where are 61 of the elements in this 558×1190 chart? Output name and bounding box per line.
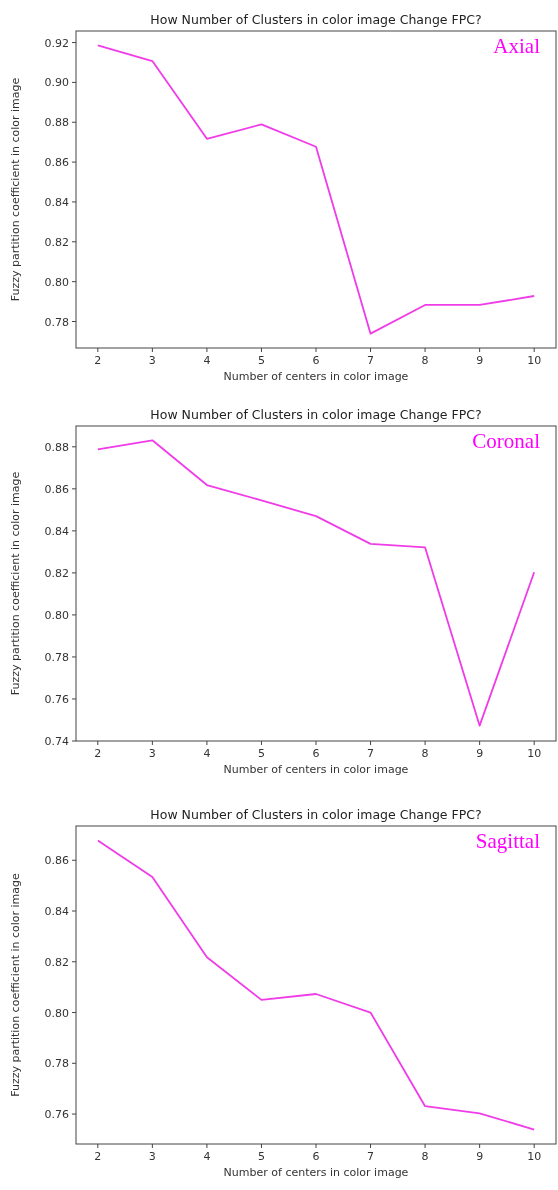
y-axis-title: Fuzzy partition coefficient in color image: [9, 77, 22, 302]
x-tick-label: 8: [421, 747, 429, 760]
y-tick-label: 0.78: [44, 650, 69, 664]
x-tick-label: 8: [421, 354, 429, 367]
x-tick-label: 2: [94, 354, 102, 367]
y-axis-title: Fuzzy partition coefficient in color image: [9, 471, 22, 696]
chart-title: How Number of Clusters in color image Change FPC?: [150, 807, 482, 822]
y-tick-label: 0.78: [44, 315, 69, 329]
x-tick-label: 10: [527, 1150, 542, 1163]
x-tick-label: 3: [148, 354, 156, 367]
chart-title: How Number of Clusters in color image Change FPC?: [150, 407, 482, 422]
y-tick-label: 0.76: [44, 1108, 69, 1122]
y-tick-label: 0.86: [44, 156, 69, 170]
annotation: Sagittal: [475, 829, 541, 853]
y-tick-label: 0.82: [44, 566, 69, 580]
x-tick-label: 2: [94, 747, 102, 760]
y-tick-label: 0.84: [44, 905, 69, 919]
x-tick-label: 7: [367, 747, 375, 760]
y-tick-label: 0.92: [44, 36, 69, 50]
y-tick-label: 0.80: [44, 608, 69, 622]
x-tick-label: 8: [421, 1150, 429, 1163]
y-tick-label: 0.80: [44, 275, 69, 289]
x-tick-label: 6: [312, 354, 320, 367]
x-tick-label: 5: [257, 747, 265, 760]
annotation: Coronal: [472, 429, 541, 453]
x-tick-label: 10: [527, 747, 542, 760]
x-tick-label: 7: [367, 354, 375, 367]
x-tick-label: 2: [94, 1150, 102, 1163]
y-tick-label: 0.82: [44, 955, 69, 969]
x-tick-label: 6: [312, 747, 320, 760]
x-tick-label: 4: [203, 747, 211, 760]
y-tick-label: 0.90: [44, 76, 69, 90]
x-tick-label: 3: [148, 747, 156, 760]
y-tick-label: 0.74: [44, 735, 69, 748]
annotation: Axial: [493, 34, 541, 58]
x-tick-label: 10: [527, 354, 542, 367]
x-tick-label: 5: [257, 1150, 265, 1163]
x-tick-label: 3: [148, 1150, 156, 1163]
x-tick-label: 9: [476, 1150, 484, 1163]
x-tick-label: 9: [476, 354, 484, 367]
y-tick-label: 0.84: [44, 195, 69, 209]
y-tick-label: 0.76: [44, 692, 69, 706]
y-tick-label: 0.82: [44, 235, 69, 249]
x-axis-title: Number of centers in color image: [223, 763, 409, 776]
x-tick-label: 7: [367, 1150, 375, 1163]
y-tick-label: 0.88: [44, 440, 69, 454]
y-tick-label: 0.84: [44, 524, 69, 538]
x-axis-title: Number of centers in color image: [223, 370, 409, 383]
y-axis-title: Fuzzy partition coefficient in color image: [9, 872, 22, 1097]
y-tick-label: 0.80: [44, 1006, 69, 1020]
chart-title: How Number of Clusters in color image Change FPC?: [150, 12, 482, 27]
x-axis-title: Number of centers in color image: [223, 1166, 409, 1179]
x-tick-label: 4: [203, 1150, 211, 1163]
y-tick-label: 0.88: [44, 116, 69, 130]
y-tick-label: 0.86: [44, 854, 69, 868]
y-tick-label: 0.86: [44, 482, 69, 496]
y-tick-label: 0.78: [44, 1057, 69, 1071]
x-tick-label: 6: [312, 1150, 320, 1163]
x-tick-label: 5: [257, 354, 265, 367]
x-tick-label: 9: [476, 747, 484, 760]
x-tick-label: 4: [203, 354, 211, 367]
